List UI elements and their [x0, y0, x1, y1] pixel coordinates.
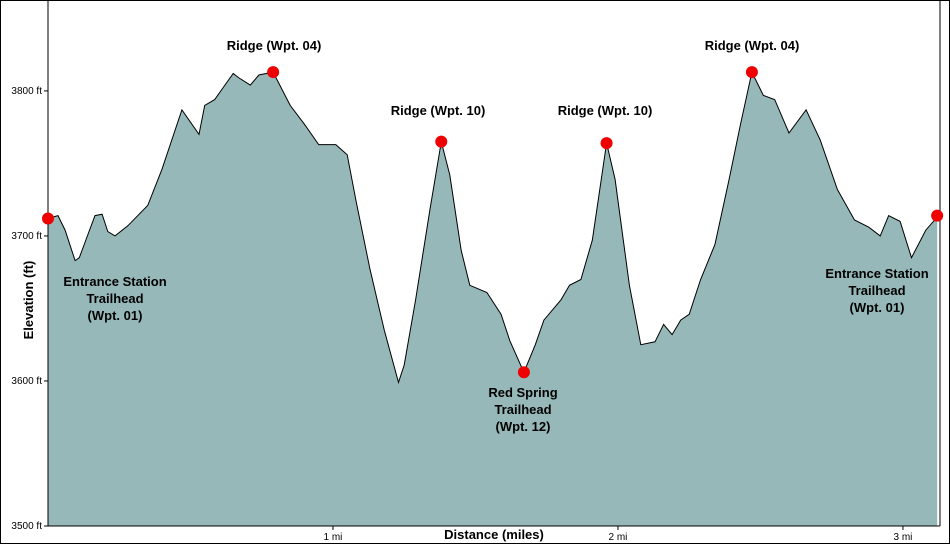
y-tick-label: 3500 ft	[11, 521, 42, 532]
waypoint-label: Trailhead	[848, 283, 905, 298]
waypoint-marker	[435, 135, 448, 148]
x-tick-label: 2 mi	[609, 532, 628, 543]
waypoint-label: Ridge (Wpt. 10)	[558, 103, 653, 118]
y-axis-title: Elevation (ft)	[21, 261, 36, 340]
y-tick-label: 3600 ft	[11, 376, 42, 387]
waypoint-label: Entrance Station	[63, 274, 166, 289]
waypoint-label: Ridge (Wpt. 10)	[391, 103, 486, 118]
waypoint-label: (Wpt. 01)	[850, 300, 905, 315]
elevation-line	[47, 70, 938, 385]
waypoint-label: (Wpt. 01)	[88, 308, 143, 323]
waypoint-marker	[517, 366, 530, 379]
waypoint-label: Ridge (Wpt. 04)	[705, 38, 800, 53]
waypoint-marker	[42, 212, 54, 225]
x-tick-label: 3 mi	[893, 532, 912, 543]
waypoint-marker	[745, 66, 758, 79]
y-tick-label: 3700 ft	[11, 231, 42, 242]
waypoint-marker	[931, 209, 944, 222]
elevation-area	[48, 72, 938, 526]
waypoint-marker	[267, 66, 280, 79]
waypoint-marker	[600, 137, 613, 150]
x-axis-title: Distance (miles)	[444, 527, 544, 542]
waypoint-label: (Wpt. 12)	[496, 419, 551, 434]
waypoint-label: Ridge (Wpt. 04)	[227, 38, 322, 53]
waypoint-label: Trailhead	[86, 291, 143, 306]
waypoint-label: Red Spring	[488, 385, 557, 400]
x-tick-label: 1 mi	[324, 532, 343, 543]
waypoint-label: Entrance Station	[825, 266, 928, 281]
y-tick-label: 3800 ft	[11, 86, 42, 97]
waypoint-label: Trailhead	[494, 402, 551, 417]
